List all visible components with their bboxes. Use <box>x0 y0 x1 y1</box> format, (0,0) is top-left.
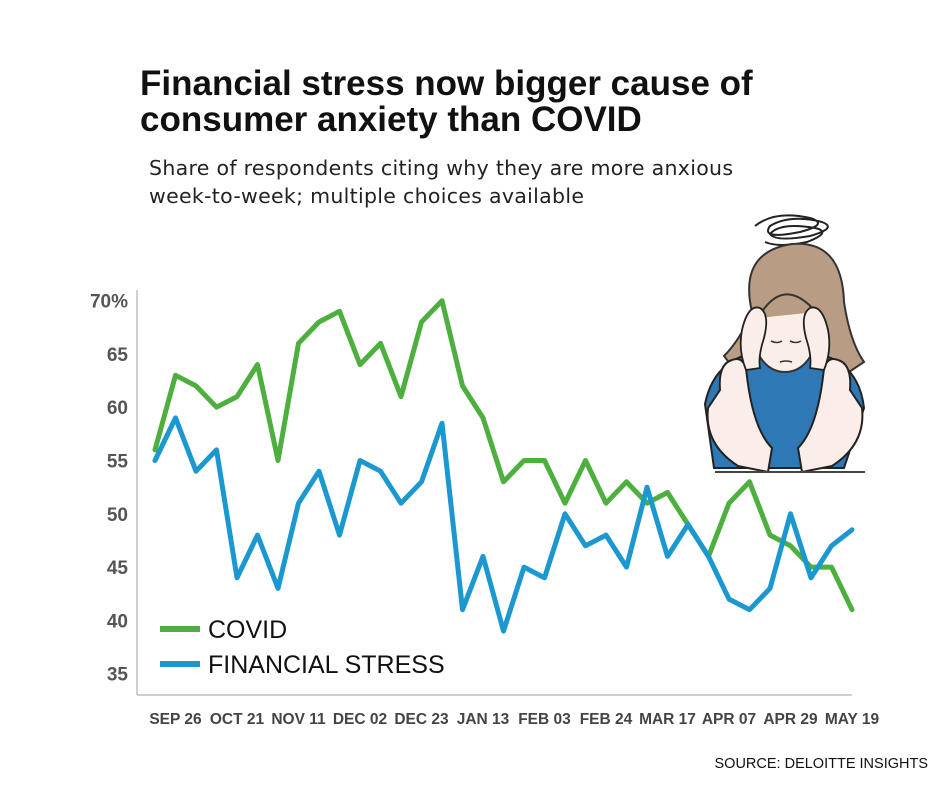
x-axis-ticks: SEP 26 OCT 21 NOV 11 DEC 02 DEC 23 JAN 13 FEB … <box>149 711 879 728</box>
x-tick-label: MAR 17 <box>639 711 696 728</box>
x-tick-label: APR 07 <box>702 711 756 728</box>
chart-subtitle: Share of respondents citing why they are… <box>149 156 734 208</box>
legend-label-financial-stress: FINANCIAL STRESS <box>208 651 445 679</box>
axes <box>136 290 852 696</box>
y-axis-ticks: 35 40 45 50 55 60 65 70% <box>90 292 128 686</box>
y-tick-label: 70% <box>90 292 128 313</box>
legend-label-covid: COVID <box>208 616 287 644</box>
x-tick-label: JAN 13 <box>457 711 510 728</box>
series-layer <box>152 298 855 634</box>
legend: COVID FINANCIAL STRESS <box>160 616 445 679</box>
x-tick-label: DEC 02 <box>333 711 387 728</box>
x-tick-label: SEP 26 <box>149 711 202 728</box>
x-tick-label: FEB 24 <box>580 711 633 728</box>
x-tick-label: DEC 23 <box>394 711 449 728</box>
series-line-financial-stress <box>152 415 855 634</box>
y-tick-label: 55 <box>107 452 129 473</box>
y-tick-label: 65 <box>107 345 129 366</box>
y-tick-label: 50 <box>107 505 128 526</box>
stressed-woman-illustration <box>703 214 866 474</box>
y-tick-label: 35 <box>107 665 129 686</box>
x-tick-label: APR 29 <box>763 711 818 728</box>
y-tick-label: 45 <box>107 558 129 579</box>
x-tick-label: OCT 21 <box>210 711 265 728</box>
chart-title: Financial stress now bigger cause of con… <box>140 64 753 139</box>
x-tick-label: FEB 03 <box>518 711 571 728</box>
x-tick-label: NOV 11 <box>271 711 326 728</box>
series-line-covid <box>152 298 855 613</box>
y-tick-label: 40 <box>107 611 128 632</box>
y-tick-label: 60 <box>107 398 128 419</box>
x-tick-label: MAY 19 <box>825 711 880 728</box>
source-note: SOURCE: DELOITTE INSIGHTS <box>714 756 929 772</box>
